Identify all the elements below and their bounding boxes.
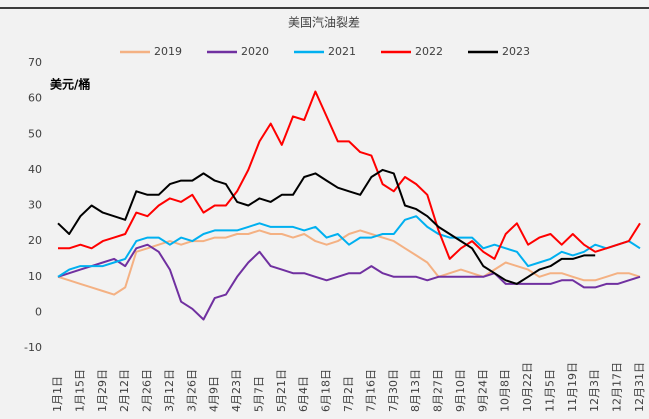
x-tick-label: 11月5日 — [543, 369, 556, 412]
y-tick-label: 60 — [28, 92, 42, 105]
x-tick-label: 7月2日 — [342, 376, 355, 412]
x-tick-label: 1月29日 — [96, 369, 109, 412]
legend: 2019 2020 2021 2022 2023 — [120, 45, 530, 58]
y-tick-label: 70 — [28, 56, 42, 69]
legend-label: 2020 — [241, 45, 269, 58]
series-line — [57, 168, 596, 285]
x-tick-label: 9月24日 — [476, 369, 489, 412]
legend-label: 2022 — [415, 45, 443, 58]
legend-label: 2021 — [328, 45, 356, 58]
chart-title: 美国汽油裂差 — [288, 15, 360, 30]
x-tick-label: 1月15日 — [73, 369, 86, 412]
x-tick-label: 2月12日 — [118, 369, 131, 412]
x-tick-label: 6月18日 — [320, 369, 333, 412]
y-axis-label: 美元/桶 — [50, 77, 90, 92]
series-line — [57, 243, 641, 321]
x-tick-label: 1月1日 — [51, 376, 64, 412]
x-tick-label: 3月26日 — [185, 369, 198, 412]
x-tick-label: 5月21日 — [275, 369, 288, 412]
x-tick-label: 10月8日 — [499, 369, 512, 412]
x-tick-label: 7月30日 — [387, 369, 400, 412]
y-tick-label: 20 — [28, 234, 42, 247]
x-tick-label: 6月4日 — [297, 376, 310, 412]
y-tick-label: -10 — [24, 341, 42, 354]
series-line — [57, 229, 641, 296]
x-tick-label: 5月7日 — [252, 376, 265, 412]
x-tick-label: 8月13日 — [409, 369, 422, 412]
x-tick-label: 12月31日 — [633, 362, 646, 412]
x-tick-label: 8月27日 — [432, 369, 445, 412]
x-tick-label: 3月12日 — [163, 369, 176, 412]
legend-label: 2019 — [154, 45, 182, 58]
x-tick-label: 9月10日 — [454, 369, 467, 412]
y-tick-label: 10 — [28, 270, 42, 283]
series-line — [58, 90, 641, 260]
x-tick-label: 7月16日 — [364, 369, 377, 412]
series-line — [57, 215, 641, 278]
y-tick-label: 0 — [35, 305, 42, 318]
y-tick-label: 40 — [28, 163, 42, 176]
x-tick-label: 11月19日 — [566, 362, 579, 412]
y-tick-label: 50 — [28, 127, 42, 140]
y-tick-label: 30 — [28, 199, 42, 212]
x-tick-label: 2月26日 — [141, 369, 154, 412]
x-tick-label: 4月9日 — [208, 376, 221, 412]
x-tick-label: 12月17日 — [611, 362, 624, 412]
x-tick-label: 12月3日 — [588, 369, 601, 412]
legend-label: 2023 — [502, 45, 530, 58]
x-tick-label: 10月22日 — [521, 362, 534, 412]
x-tick-label: 4月23日 — [230, 369, 243, 412]
